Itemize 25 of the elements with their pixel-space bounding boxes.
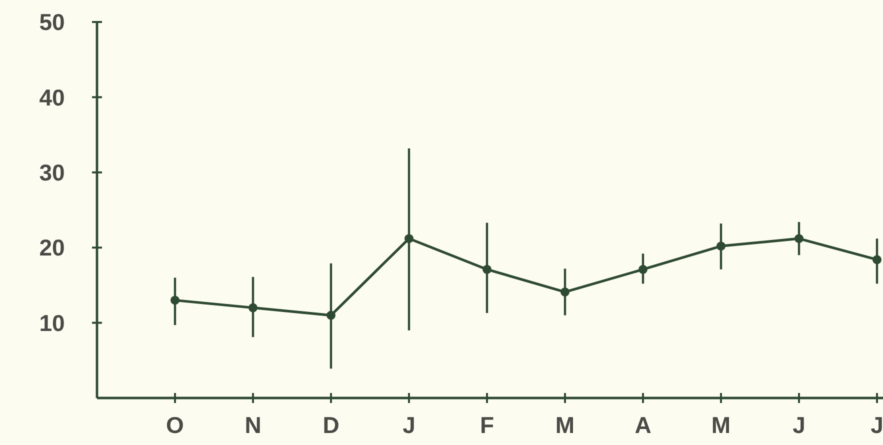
point — [794, 234, 804, 244]
x-tick-label: F — [480, 412, 494, 438]
x-tick-label: J — [870, 412, 883, 438]
x-tick-label: J — [402, 412, 416, 438]
y-tick-label: 10 — [39, 310, 65, 336]
x-tick-label: N — [244, 412, 262, 438]
point — [170, 296, 180, 305]
point — [638, 264, 648, 274]
y-tick-label: 30 — [39, 159, 65, 186]
y-tick-label: 40 — [39, 84, 65, 110]
x-tick-label: O — [166, 412, 184, 438]
x-tick-label: M — [711, 412, 731, 438]
point — [326, 310, 336, 320]
y-tick-label: 50 — [39, 9, 65, 36]
y-tick-label: 20 — [39, 234, 65, 261]
x-tick-label: D — [322, 412, 340, 438]
x-tick-label: M — [555, 412, 575, 438]
point — [872, 255, 882, 264]
x-tick-label: A — [634, 412, 652, 438]
point — [716, 242, 726, 251]
point — [248, 303, 258, 312]
point — [560, 287, 570, 296]
point — [482, 264, 492, 274]
point — [404, 234, 414, 244]
x-tick-label: J — [792, 412, 806, 438]
